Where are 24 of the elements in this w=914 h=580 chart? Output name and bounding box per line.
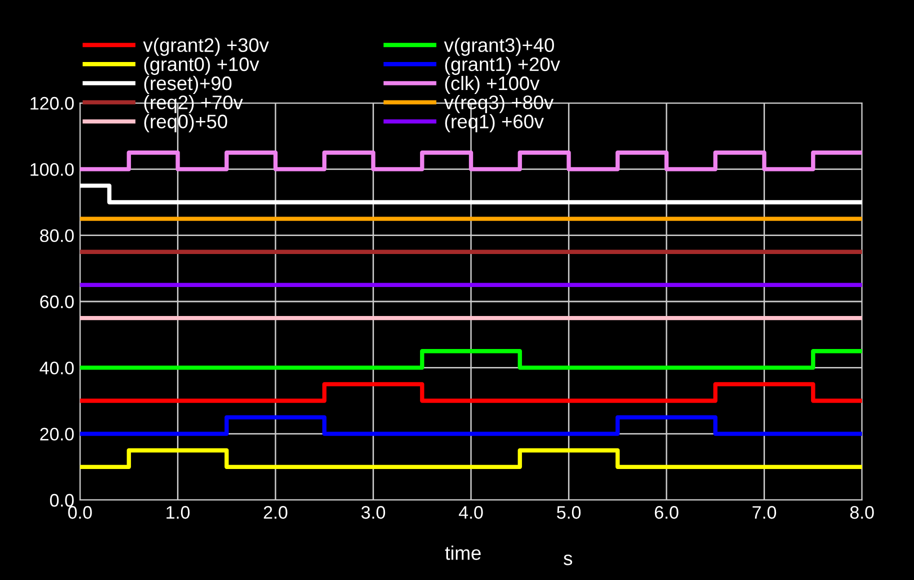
x-tick-label: 8.0 [850, 506, 874, 519]
x-tick-label: 4.0 [458, 506, 483, 519]
y-tick-label: 120.0 [30, 96, 74, 110]
x-tick-label: 3.0 [361, 506, 386, 519]
legend-label: (grant1) +20v [445, 56, 560, 75]
x-tick-label: 1.0 [166, 506, 190, 519]
legend-label: v(grant3)+40 [444, 38, 554, 56]
legend-label: (grant0) +10v [144, 56, 260, 75]
x-tick-label: 5.0 [556, 506, 581, 519]
x-tick-label: 7.0 [752, 506, 776, 519]
legend-label: v(grant2) +30v [143, 38, 269, 56]
y-tick-label: 20.0 [40, 428, 74, 441]
y-tick-label: 0.0 [50, 494, 74, 507]
x-tick-label: 0.0 [68, 506, 92, 519]
legend-label: (reset)+90 [144, 76, 232, 94]
y-tick-label: 80.0 [40, 229, 74, 242]
y-tick-label: 60.0 [40, 295, 74, 308]
x-tick-label: 2.0 [264, 506, 288, 519]
x-axis-title: time [445, 546, 481, 560]
y-tick-label: 40.0 [40, 362, 74, 374]
legend-label: (clk) +100v [445, 76, 540, 94]
x-tick-label: 6.0 [654, 506, 678, 519]
y-tick-label: 100.0 [30, 163, 74, 176]
text: s [564, 554, 572, 566]
